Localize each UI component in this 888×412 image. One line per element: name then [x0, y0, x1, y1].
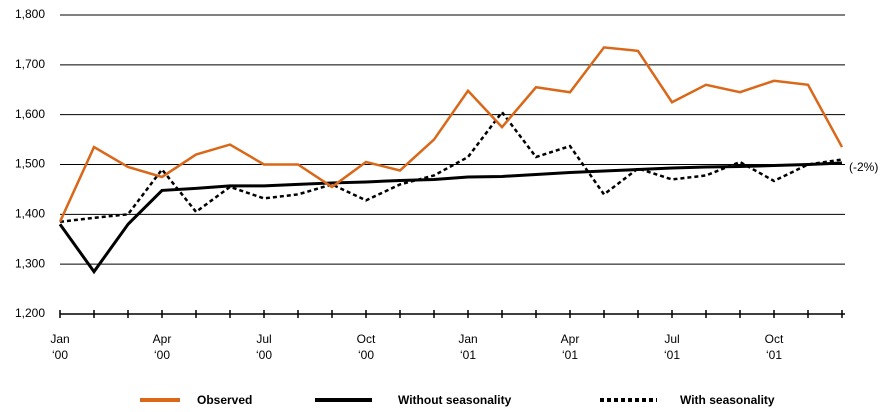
x-tick-label: Oct [357, 332, 376, 346]
x-tick-label: Jan [50, 332, 69, 346]
x-tick-label: Apr [561, 332, 580, 346]
y-tick-label: 1,200 [15, 306, 45, 320]
x-tick-label: Jul [664, 332, 679, 346]
y-tick-label: 1,700 [15, 57, 45, 71]
legend-label: Observed [197, 393, 252, 407]
x-tick-label: ‘01 [766, 348, 782, 362]
y-tick-label: 1,300 [15, 256, 45, 270]
series-line [58, 161, 843, 275]
x-tick-label: ‘00 [52, 348, 68, 362]
x-tick-label: ‘00 [358, 348, 374, 362]
annotation: (-2%) [849, 160, 878, 174]
legend-label: With seasonality [680, 393, 775, 407]
x-tick-label: ‘00 [256, 348, 272, 362]
y-tick-label: 1,500 [15, 157, 45, 171]
x-tick-label: Jul [256, 332, 271, 346]
series-line [58, 46, 844, 223]
x-tick-label: Jan [458, 332, 477, 346]
x-tick-label: ‘00 [154, 348, 170, 362]
legend-label: Without seasonality [398, 393, 512, 407]
x-tick-label: ‘01 [460, 348, 476, 362]
y-tick-label: 1,800 [15, 7, 45, 21]
y-tick-label: 1,400 [15, 207, 45, 221]
series-line [59, 110, 843, 224]
x-tick-label: ‘01 [562, 348, 578, 362]
x-tick-label: ‘01 [664, 348, 680, 362]
x-tick-label: Oct [765, 332, 784, 346]
y-tick-label: 1,600 [15, 107, 45, 121]
x-tick-label: Apr [153, 332, 172, 346]
